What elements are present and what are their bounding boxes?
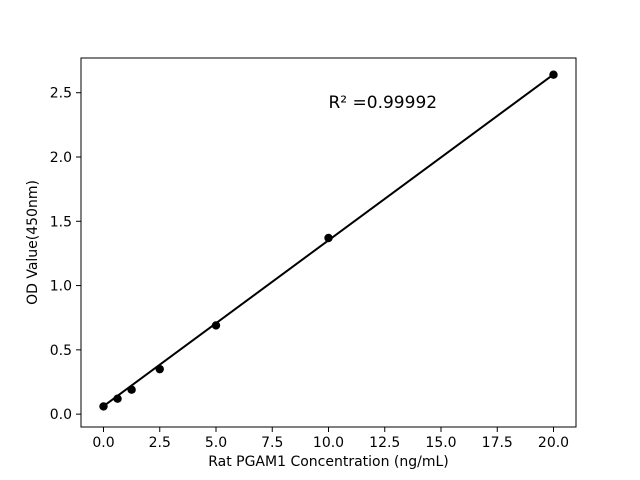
y-tick-label: 1.5 xyxy=(50,214,72,230)
x-tick-label: 2.5 xyxy=(149,435,171,451)
x-tick-label: 0.0 xyxy=(92,435,114,451)
x-axis-label: Rat PGAM1 Concentration (ng/mL) xyxy=(208,454,449,470)
y-tick-label: 0.5 xyxy=(50,343,72,359)
data-series xyxy=(99,70,558,411)
x-tick-label: 7.5 xyxy=(261,435,283,451)
x-tick-label: 20.0 xyxy=(538,435,569,451)
x-tick-label: 15.0 xyxy=(425,435,456,451)
y-tick-label: 2.5 xyxy=(50,86,72,102)
data-point xyxy=(113,394,122,403)
data-point xyxy=(127,385,136,394)
data-point xyxy=(211,321,221,330)
y-tick-label: 0.0 xyxy=(50,407,72,423)
x-tick-label: 10.0 xyxy=(313,435,344,451)
x-tick-label: 5.0 xyxy=(205,435,227,451)
y-axis-ticks: 0.0 0.5 1.0 1.5 2.0 2.5 xyxy=(50,86,81,423)
x-tick-label: 17.5 xyxy=(482,435,513,451)
y-axis-label: OD Value(450nm) xyxy=(25,180,41,305)
x-axis-ticks: 0.0 2.5 5.0 7.5 10.0 12.5 15.0 17.5 20.0 xyxy=(92,427,569,451)
r-squared-annotation: R² =0.99992 xyxy=(329,93,438,113)
y-tick-label: 1.0 xyxy=(50,279,72,295)
x-tick-label: 12.5 xyxy=(369,435,400,451)
data-point xyxy=(99,402,108,411)
data-point xyxy=(549,70,558,79)
y-tick-label: 2.0 xyxy=(50,150,72,166)
data-point xyxy=(155,364,164,374)
data-point xyxy=(324,233,333,243)
